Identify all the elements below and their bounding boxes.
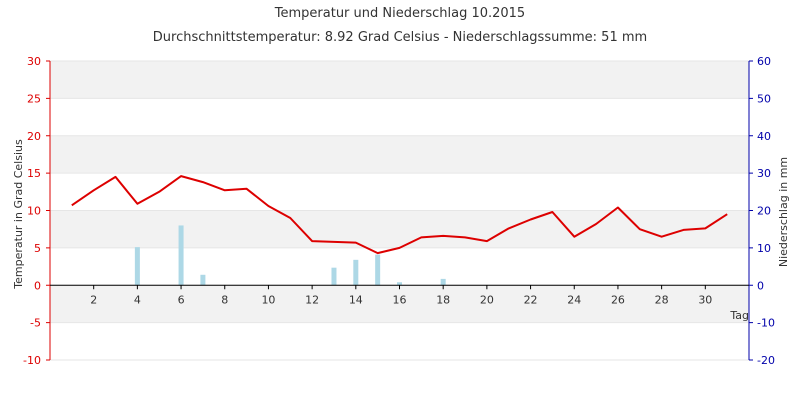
y-right-tick-label: 10 <box>757 242 771 255</box>
precipitation-bar <box>397 282 402 286</box>
precipitation-bar <box>200 274 206 286</box>
x-tick-label: 2 <box>90 293 97 306</box>
x-tick-label: 24 <box>567 293 581 306</box>
y-left-tick-label: 20 <box>27 130 41 143</box>
x-tick-label: 18 <box>436 293 450 306</box>
y-right-tick-label: 0 <box>757 279 764 292</box>
temperature-lines <box>71 175 728 255</box>
plot-band <box>50 285 749 323</box>
x-tick-label: 26 <box>611 293 625 306</box>
precipitation-bar <box>178 225 184 286</box>
x-tick-label: 6 <box>178 293 185 306</box>
precipitation-bar <box>353 259 359 286</box>
y-left-tick-label: -10 <box>23 354 41 367</box>
y-right-tick-label: 50 <box>757 92 771 105</box>
precipitation-bars <box>134 225 446 286</box>
x-tick-label: 20 <box>480 293 494 306</box>
precipitation-bar <box>375 254 381 286</box>
x-tick-label: 8 <box>221 293 228 306</box>
chart-title: Temperatur und Niederschlag 10.2015 <box>274 6 525 21</box>
y-right-tick-label: 20 <box>757 205 771 218</box>
x-tick-label: 16 <box>393 293 407 306</box>
y-right-tick-label: 60 <box>757 55 771 68</box>
y-axis-left-label: Temperatur in Grad Celsius <box>12 139 25 290</box>
x-tick-label: 10 <box>261 293 275 306</box>
x-tick-label: 28 <box>655 293 669 306</box>
y-left-tick-label: 5 <box>34 242 41 255</box>
y-right-tick-label: 40 <box>757 130 771 143</box>
x-tick-label: 14 <box>349 293 363 306</box>
y-axis-right-label: Niederschlag in mm <box>777 157 790 267</box>
plot-band <box>50 135 749 174</box>
x-axis-label: Tag <box>729 309 749 322</box>
chart-subtitle: Durchschnittstemperatur: 8.92 Grad Celsi… <box>153 30 647 45</box>
y-right-tick-label: 30 <box>757 167 771 180</box>
x-tick-label: 22 <box>524 293 538 306</box>
precipitation-bar <box>440 278 446 286</box>
plot-bands <box>50 61 749 360</box>
precipitation-bar <box>134 247 140 286</box>
plot-band <box>50 322 749 360</box>
plot-band <box>50 98 749 136</box>
x-tick-label: 12 <box>305 293 319 306</box>
y-left-tick-label: 15 <box>27 167 41 180</box>
y-left-tick-label: 0 <box>34 279 41 292</box>
y-left-tick-label: 10 <box>27 205 41 218</box>
y-left-tick-label: -5 <box>30 317 41 330</box>
x-tick-label: 4 <box>134 293 141 306</box>
y-left-tick-label: 25 <box>27 92 41 105</box>
x-tick-label: 30 <box>698 293 712 306</box>
precipitation-bar <box>331 267 337 286</box>
plot-band <box>50 247 749 286</box>
y-left-tick-label: 30 <box>27 55 41 68</box>
temperature-line <box>71 175 728 255</box>
plot-band <box>50 210 749 248</box>
y-right-tick-label: -20 <box>757 354 775 367</box>
plot-band <box>50 173 749 211</box>
y-right-tick-label: -10 <box>757 317 775 330</box>
plot-band <box>50 61 749 99</box>
axes <box>46 60 753 361</box>
